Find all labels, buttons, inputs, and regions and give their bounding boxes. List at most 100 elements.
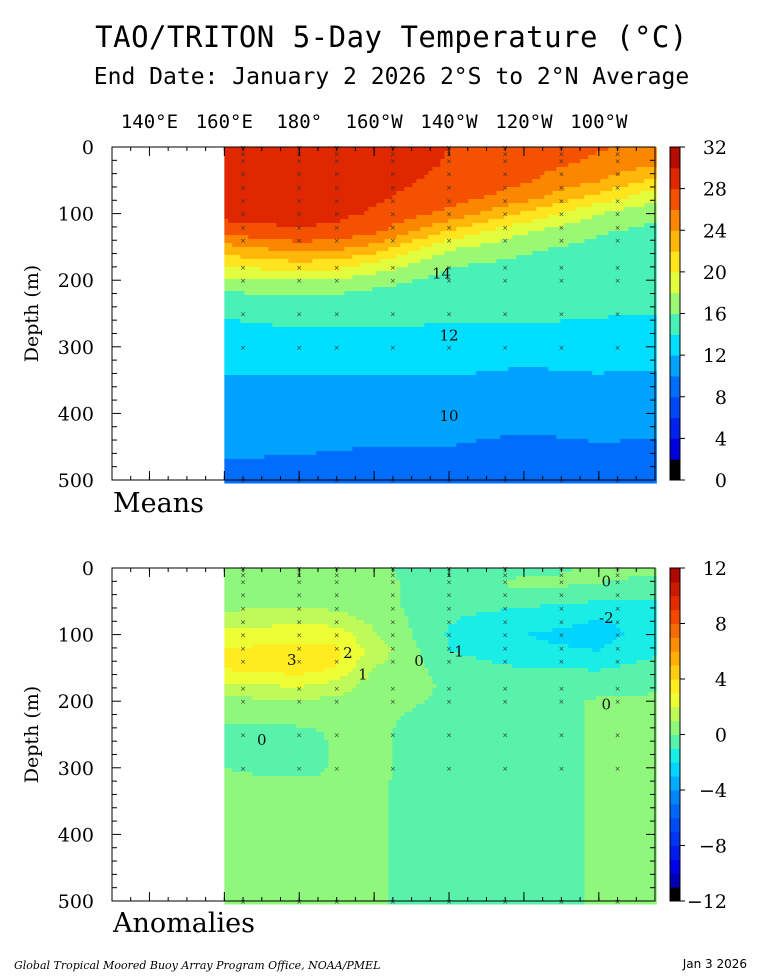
means-sample-marker: ×	[502, 477, 508, 485]
anom-sample-marker: ×	[502, 685, 508, 693]
anom-sample-marker: ×	[558, 698, 564, 706]
anom-sample-marker: ×	[390, 618, 396, 626]
means-sample-marker: ×	[390, 211, 396, 219]
means-colorbar	[669, 146, 681, 481]
anom-sample-marker: ×	[615, 605, 621, 613]
anom-sample-marker: ×	[446, 592, 452, 600]
anom-sample-marker: ×	[446, 765, 452, 773]
anom-sample-marker: ×	[240, 572, 246, 580]
means-sample-marker: ×	[240, 311, 246, 319]
anom-sample-marker: ×	[615, 685, 621, 693]
means-sample-marker: ×	[334, 277, 340, 285]
means-sample-marker: ×	[502, 224, 508, 232]
means-sample-marker: ×	[390, 237, 396, 245]
anom-sample-marker: ×	[502, 898, 508, 906]
anom-sample-marker: ×	[390, 592, 396, 600]
means-sample-marker: ×	[240, 277, 246, 285]
anom-sample-marker: ×	[334, 658, 340, 666]
means-sample-marker: ×	[502, 151, 508, 159]
means-sample-marker: ×	[558, 224, 564, 232]
anom-sample-marker: ×	[296, 578, 302, 586]
anom-contour-label-0: 3	[287, 651, 297, 669]
means-contour-label-2: 10	[439, 407, 458, 425]
anom-sample-marker: ×	[615, 618, 621, 626]
means-ytick-label-5: 500	[58, 470, 94, 492]
means-cb-label-6: 24	[703, 220, 727, 242]
means-ytick-label-4: 400	[58, 403, 94, 425]
anom-sample-marker: ×	[390, 732, 396, 740]
anom-sample-marker: ×	[296, 698, 302, 706]
anom-sample-marker: ×	[390, 698, 396, 706]
anom-contour-label-2: 1	[358, 666, 368, 684]
anom-sample-marker: ×	[390, 685, 396, 693]
means-sample-marker: ×	[615, 224, 621, 232]
anom-sample-marker: ×	[334, 632, 340, 640]
anom-sample-marker: ×	[615, 732, 621, 740]
anom-sample-marker: ×	[390, 645, 396, 653]
anom-sample-marker: ×	[240, 732, 246, 740]
means-cb-label-2: 8	[715, 387, 727, 409]
anom-field	[224, 568, 657, 905]
anom-sample-marker: ×	[502, 698, 508, 706]
means-sample-marker: ×	[390, 311, 396, 319]
x-tick-label-5: 120°W	[495, 111, 553, 133]
means-cb-label-4: 16	[703, 304, 727, 326]
anom-ytick-label-3: 300	[58, 758, 94, 780]
anom-sample-marker: ×	[615, 578, 621, 586]
anom-sample-marker: ×	[446, 632, 452, 640]
anom-colorbar	[669, 567, 681, 902]
anom-sample-marker: ×	[240, 685, 246, 693]
anom-sample-marker: ×	[502, 632, 508, 640]
anom-sample-marker: ×	[390, 658, 396, 666]
means-sample-marker: ×	[502, 184, 508, 192]
means-sample-marker: ×	[558, 264, 564, 272]
anomalies-panel-label: Anomalies	[113, 908, 255, 939]
means-sample-marker: ×	[240, 151, 246, 159]
means-sample-marker: ×	[240, 237, 246, 245]
anom-sample-marker: ×	[446, 645, 452, 653]
anom-cb-label-6: −12	[687, 891, 727, 913]
means-sample-marker: ×	[502, 311, 508, 319]
anom-sample-marker: ×	[502, 578, 508, 586]
means-sample-marker: ×	[334, 151, 340, 159]
x-tick-label-2: 180°	[276, 111, 322, 133]
means-sample-marker: ×	[334, 237, 340, 245]
means-sample-marker: ×	[558, 151, 564, 159]
means-sample-marker: ×	[615, 264, 621, 272]
means-sample-marker: ×	[615, 171, 621, 179]
anom-cb-label-1: 8	[715, 614, 727, 636]
anom-sample-marker: ×	[390, 632, 396, 640]
anom-frame	[111, 567, 656, 902]
anom-ytick-label-1: 100	[58, 625, 94, 647]
means-sample-marker: ×	[296, 224, 302, 232]
means-sample-marker: ×	[334, 157, 340, 165]
anom-cb-label-3: 0	[715, 725, 727, 747]
anom-ytick-label-2: 200	[58, 691, 94, 713]
means-frame	[111, 146, 656, 481]
anom-sample-marker: ×	[296, 645, 302, 653]
anom-sample-marker: ×	[296, 592, 302, 600]
anom-sample-marker: ×	[446, 618, 452, 626]
means-contour-label-0: 14	[432, 265, 451, 283]
x-tick-label-4: 140°W	[420, 111, 478, 133]
footer-date: Jan 3 2026	[682, 957, 747, 971]
means-sample-marker: ×	[240, 264, 246, 272]
anom-sample-marker: ×	[558, 592, 564, 600]
anom-sample-marker: ×	[502, 658, 508, 666]
means-sample-marker: ×	[502, 157, 508, 165]
means-sample-marker: ×	[615, 344, 621, 352]
anom-sample-marker: ×	[558, 578, 564, 586]
footer-credit: Global Tropical Moored Buoy Array Progra…	[14, 959, 381, 972]
means-sample-marker: ×	[296, 157, 302, 165]
anom-sample-marker: ×	[446, 658, 452, 666]
anom-contour-label-4: -1	[449, 642, 464, 660]
means-sample-marker: ×	[240, 477, 246, 485]
means-sample-marker: ×	[296, 197, 302, 205]
anom-sample-marker: ×	[334, 605, 340, 613]
means-cb-label-3: 12	[703, 345, 727, 367]
means-cb-label-5: 20	[703, 262, 727, 284]
means-sample-marker: ×	[558, 277, 564, 285]
means-contour-label-1: 12	[439, 326, 458, 344]
anom-sample-marker: ×	[502, 618, 508, 626]
